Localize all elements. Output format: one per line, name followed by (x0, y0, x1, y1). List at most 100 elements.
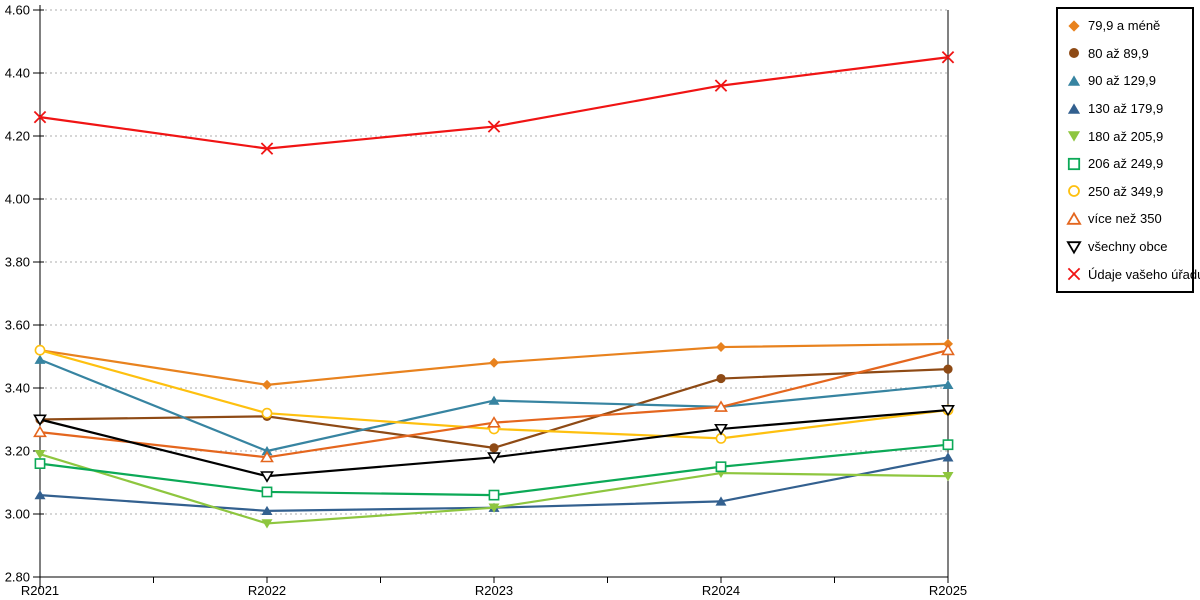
legend-item: všechny obce (1066, 239, 1190, 255)
x-axis-tick-label: R2025 (929, 583, 967, 598)
x-marker-icon (1067, 267, 1081, 281)
triangle-down-marker-icon (942, 472, 954, 482)
triangle-up-marker-icon (942, 452, 954, 462)
triangle-down-legend-icon (1066, 240, 1082, 254)
y-axis-tick-label: 4.00 (5, 192, 30, 207)
square-marker-icon (942, 439, 954, 451)
square-marker-icon (488, 489, 500, 501)
triangle-down-marker-icon (1066, 240, 1082, 254)
triangle-up-marker-icon (488, 395, 500, 405)
triangle-up-marker-icon (487, 416, 501, 428)
y-axis-tick-label: 4.60 (5, 3, 30, 18)
triangle-up-marker-icon (714, 400, 728, 412)
legend-item: Údaje vašeho úřadu (1066, 266, 1200, 282)
legend-item: 130 až 179,9 (1066, 101, 1190, 117)
circle-marker-icon (261, 407, 273, 419)
series-line (39, 358, 949, 453)
triangle-down-marker-icon (261, 519, 273, 529)
triangle-up-marker-icon (1067, 102, 1081, 114)
diamond-marker-icon (489, 357, 499, 368)
legend-label: 130 až 179,9 (1088, 101, 1164, 117)
x-legend-icon (1067, 267, 1081, 281)
y-axis-tick-label: 2.80 (5, 570, 30, 585)
legend-label: všechny obce (1088, 239, 1168, 255)
legend-label: 250 až 349,9 (1088, 183, 1164, 199)
circle-marker-icon (943, 364, 953, 374)
series-line (39, 453, 949, 525)
square-legend-icon (1067, 157, 1081, 170)
legend: 79,9 a méně 80 až 89,9 90 až 129,9 130 až 1… (1056, 7, 1200, 293)
y-axis-tick-label: 3.80 (5, 255, 30, 270)
triangle-down-marker-icon (487, 452, 501, 464)
triangle-down-marker-icon (488, 503, 500, 513)
y-axis-tick-label: 3.20 (5, 444, 30, 459)
triangle-up-marker-icon (34, 354, 46, 364)
legend-label: 206 až 249,9 (1088, 156, 1164, 172)
square-marker-icon (1067, 157, 1081, 170)
square-marker-icon (34, 458, 46, 469)
triangle-up-marker-icon (261, 505, 273, 516)
triangle-down-marker-icon (260, 471, 274, 483)
x-axis-tick-label: R2022 (248, 583, 286, 598)
y-axis-tick-label: 4.40 (5, 66, 30, 81)
circle-legend-icon (1068, 185, 1080, 198)
legend-item: 79,9 a méně (1066, 18, 1190, 34)
triangle-down-marker-icon (34, 449, 46, 460)
x-axis-tick-label: R2023 (475, 583, 513, 598)
triangle-up-marker-icon (261, 446, 273, 456)
y-axis-tick-label: 4.20 (5, 129, 30, 144)
circle-marker-icon (34, 344, 46, 356)
legend-item: 90 až 129,9 (1066, 73, 1190, 89)
triangle-down-marker-icon (714, 423, 728, 436)
diamond-marker-icon (716, 342, 726, 353)
square-marker-icon (715, 461, 727, 473)
triangle-up-marker-icon (1066, 211, 1082, 225)
legend-item: 206 až 249,9 (1066, 156, 1190, 172)
circle-legend-icon (1069, 48, 1079, 59)
triangle-up-marker-icon (715, 496, 727, 506)
legend-item: 250 až 349,9 (1066, 183, 1190, 199)
triangle-down-legend-icon (1067, 131, 1081, 142)
circle-marker-icon (489, 443, 499, 453)
circle-marker-icon (1068, 185, 1080, 198)
legend-label: více než 350 (1088, 211, 1162, 227)
triangle-down-marker-icon (1067, 131, 1081, 142)
x-axis-tick-label: R2021 (21, 583, 59, 598)
legend-label: 90 až 129,9 (1088, 73, 1156, 89)
legend-item: více než 350 (1066, 211, 1190, 227)
x-marker-icon (260, 142, 274, 155)
legend-label: 80 až 89,9 (1088, 45, 1149, 61)
x-marker-icon (714, 79, 728, 92)
triangle-up-marker-icon (1067, 75, 1081, 86)
x-axis-tick-label: R2024 (702, 583, 740, 598)
diamond-marker-icon (1068, 20, 1080, 32)
diamond-legend-icon (1068, 20, 1080, 32)
triangle-up-legend-icon (1066, 211, 1082, 225)
x-marker-icon (33, 110, 47, 124)
triangle-up-marker-icon (942, 379, 954, 390)
series-line (39, 368, 949, 449)
triangle-down-marker-icon (941, 405, 955, 417)
legend-label: 79,9 a méně (1088, 18, 1161, 34)
triangle-up-marker-icon (941, 343, 955, 356)
circle-marker-icon (716, 373, 726, 384)
triangle-up-legend-icon (1067, 102, 1081, 114)
triangle-down-marker-icon (33, 414, 47, 427)
diamond-marker-icon (262, 379, 272, 390)
circle-marker-icon (1069, 48, 1079, 59)
legend-label: 180 až 205,9 (1088, 128, 1164, 144)
legend-item: 180 až 205,9 (1066, 128, 1190, 144)
triangle-up-marker-icon (34, 490, 46, 500)
series-line (39, 56, 949, 150)
triangle-up-marker-icon (260, 450, 274, 463)
triangle-up-legend-icon (1067, 75, 1081, 86)
square-marker-icon (261, 486, 273, 498)
x-marker-icon (941, 51, 955, 64)
legend-label: Údaje vašeho úřadu (1088, 266, 1200, 282)
legend-item: 80 až 89,9 (1066, 45, 1190, 61)
y-axis-tick-label: 3.00 (5, 507, 30, 522)
y-axis-tick-label: 3.60 (5, 318, 30, 333)
triangle-up-marker-icon (33, 425, 47, 438)
